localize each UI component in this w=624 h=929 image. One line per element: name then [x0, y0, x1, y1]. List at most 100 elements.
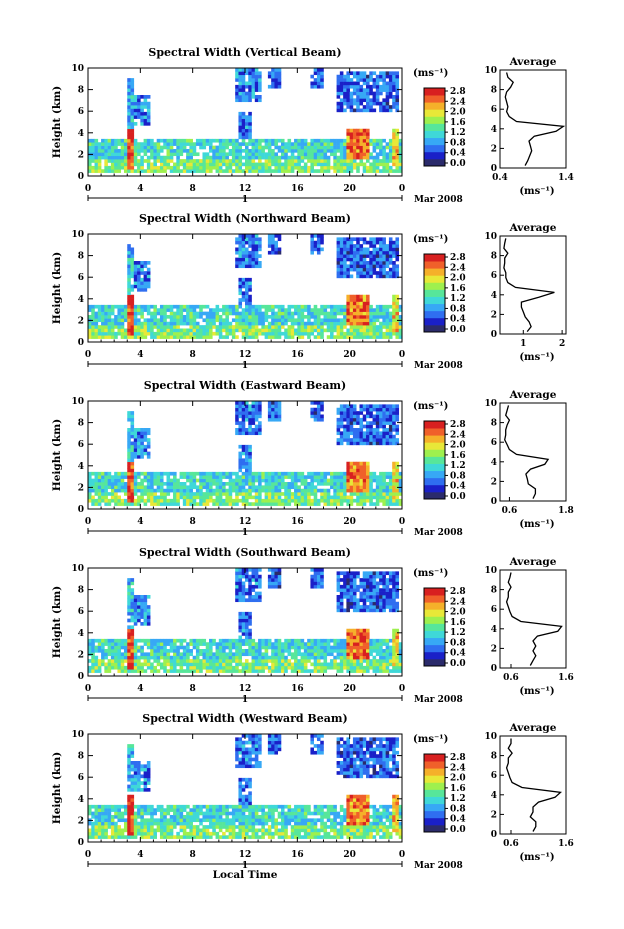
- heatmap-cell: [169, 152, 174, 157]
- heatmap-cell: [88, 669, 92, 673]
- heatmap-cell: [303, 138, 308, 143]
- heatmap-cell: [336, 331, 341, 336]
- heatmap-cell: [385, 659, 390, 663]
- heatmap-cell: [225, 318, 229, 323]
- heatmap-cell: [313, 84, 318, 89]
- heatmap-cell: [323, 495, 328, 500]
- heatmap-cell: [130, 254, 135, 258]
- heatmap-cell: [123, 169, 128, 173]
- heatmap-cell: [330, 321, 334, 326]
- heatmap-cell: [274, 662, 279, 667]
- heatmap-cell: [366, 304, 370, 309]
- heatmap-cell: [297, 169, 301, 173]
- heatmap-cell: [143, 321, 148, 326]
- heatmap-cell: [264, 304, 269, 309]
- heatmap-cell: [349, 152, 354, 157]
- heatmap-cell: [192, 328, 197, 333]
- heatmap-cell: [382, 81, 386, 86]
- heatmap-cell: [352, 101, 357, 106]
- heatmap-cell: [280, 142, 285, 146]
- heatmap-cell: [235, 492, 239, 496]
- heatmap-cell: [398, 498, 403, 503]
- heatmap-cell: [110, 645, 115, 650]
- heatmap-cell: [120, 669, 125, 673]
- heatmap-cell: [133, 451, 138, 456]
- heatmap-cell: [159, 315, 164, 319]
- heatmap-cell: [182, 662, 187, 667]
- heatmap-cell: [163, 492, 167, 496]
- heatmap-cell: [271, 482, 275, 486]
- heatmap-cell: [349, 237, 354, 242]
- heatmap-cell: [238, 325, 243, 329]
- heatmap-cell: [379, 159, 383, 163]
- heatmap-cell: [326, 502, 331, 506]
- heatmap-cell: [238, 659, 243, 663]
- heatmap-cell: [228, 485, 233, 490]
- heatmap-cell: [382, 257, 386, 262]
- heatmap-cell: [140, 495, 144, 500]
- heatmap-cell: [137, 502, 141, 506]
- heatmap-cell: [333, 498, 337, 503]
- heatmap-cell: [258, 145, 262, 150]
- colorbar-swatch: [424, 109, 445, 117]
- heatmap-cell: [310, 308, 314, 312]
- heatmap-cell: [277, 237, 282, 242]
- heatmap-cell: [225, 142, 229, 146]
- heatmap-cell: [137, 444, 141, 449]
- heatmap-cell: [280, 485, 285, 490]
- heatmap-cell: [114, 321, 118, 326]
- heatmap-cell: [189, 652, 193, 657]
- x-tick-label: 0: [399, 350, 405, 360]
- heatmap-cell: [146, 431, 151, 436]
- heatmap-cell: [245, 465, 249, 469]
- heatmap-cell: [349, 250, 354, 255]
- heatmap-cell: [150, 471, 154, 476]
- heatmap-cell: [251, 662, 256, 667]
- heatmap-cell: [156, 652, 161, 657]
- heatmap-cell: [218, 308, 223, 312]
- heatmap-cell: [356, 267, 360, 272]
- heatmap-cell: [173, 655, 177, 660]
- heatmap-cell: [123, 328, 128, 333]
- heatmap-cell: [222, 502, 226, 506]
- heatmap-cell: [176, 165, 180, 170]
- heatmap-cell: [352, 471, 357, 476]
- heatmap-cell: [313, 407, 318, 412]
- heatmap-cell: [356, 662, 360, 667]
- heatmap-cell: [362, 311, 367, 316]
- heatmap-cell: [366, 495, 370, 500]
- heatmap-cell: [133, 482, 138, 486]
- heatmap-cell: [176, 155, 180, 160]
- heatmap-cell: [356, 331, 360, 336]
- heatmap-cell: [245, 444, 249, 449]
- heatmap-cell: [127, 458, 131, 463]
- heatmap-cell: [248, 318, 252, 323]
- heatmap-cell: [258, 315, 262, 319]
- heatmap-cell: [375, 250, 380, 255]
- heatmap-cell: [303, 659, 308, 663]
- heatmap-cell: [359, 335, 364, 339]
- heatmap-cell: [97, 159, 102, 163]
- heatmap-cell: [392, 645, 396, 650]
- heatmap-cell: [339, 162, 344, 167]
- heatmap-cell: [215, 169, 220, 173]
- heatmap-cell: [392, 155, 396, 160]
- heatmap-cell: [339, 404, 344, 409]
- heatmap-cell: [133, 655, 138, 660]
- heatmap-cell: [398, 649, 403, 653]
- heatmap-cell: [245, 318, 249, 323]
- heatmap-cell: [352, 434, 357, 439]
- heatmap-cell: [333, 495, 337, 500]
- heatmap-cell: [88, 325, 92, 329]
- heatmap-cell: [137, 111, 141, 116]
- heatmap-cell: [140, 108, 144, 113]
- heatmap-cell: [199, 485, 203, 490]
- heatmap-cell: [238, 122, 243, 126]
- heatmap-cell: [398, 645, 403, 650]
- heatmap-cell: [320, 68, 324, 72]
- heatmap-cell: [182, 485, 187, 490]
- heatmap-cell: [264, 645, 269, 650]
- heatmap-cell: [385, 165, 390, 170]
- heatmap-cell: [127, 492, 131, 496]
- heatmap-cell: [166, 152, 171, 157]
